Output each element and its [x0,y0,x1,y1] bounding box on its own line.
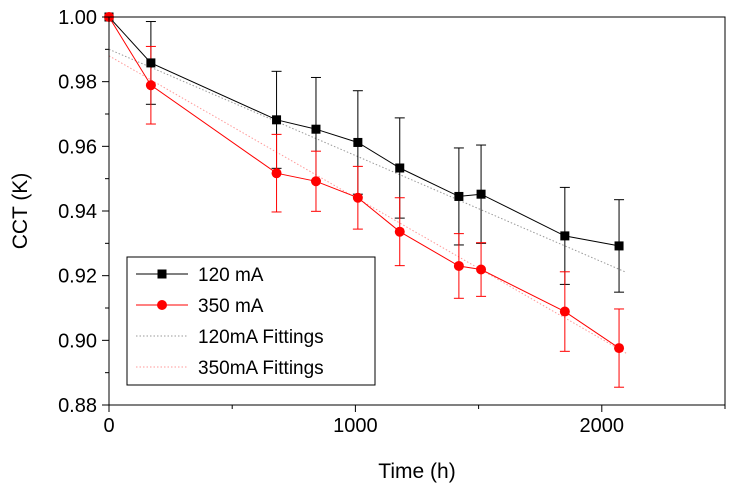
data-point [560,231,570,241]
data-point [454,191,464,201]
legend: 120 mA 350 mA 120mA Fittings 350mA Fittings [126,256,376,386]
series-line [108,16,620,247]
fit-line [108,55,627,354]
data-point [146,58,156,68]
data-point [310,176,321,187]
data-point [395,163,405,173]
data-point [311,124,321,134]
x-tick-label: 0 [103,415,114,437]
y-axis-label: CCT (K) [9,173,32,250]
data-point [394,226,405,237]
data-point [353,137,363,147]
axes: 0 1000 2000 0.88 0.90 0.92 0.94 0.96 0.98 1.00 [58,7,726,437]
data-point [271,168,282,179]
legend-label: 120 mA [198,265,264,286]
legend-marker [157,269,167,279]
y-tick-label: 0.96 [58,136,97,158]
y-tick-label: 0.88 [58,395,97,417]
legend-box [126,256,376,386]
fit-lines [108,48,627,354]
y-tick-label: 1.00 [58,7,97,29]
legend-label: 350 mA [198,296,264,317]
data-point [476,189,486,199]
data-point [614,343,625,354]
x-tick-label: 2000 [580,415,625,437]
y-tick-label: 0.98 [58,72,97,94]
data-point [453,260,464,271]
data-point [352,192,363,203]
data-point [559,306,570,317]
x-tick-label: 1000 [333,415,378,437]
series-lines [108,16,620,349]
legend-label: 350mA Fittings [198,358,324,379]
series-line [108,16,620,349]
y-tick-label: 0.94 [58,201,97,223]
data-point [476,264,487,275]
legend-marker [157,300,167,310]
data-point [272,115,282,125]
legend-label: 120mA Fittings [198,327,324,348]
fit-line [108,48,627,273]
data-point [614,241,624,251]
y-tick-label: 0.90 [58,330,97,352]
data-point [145,80,156,91]
y-tick-label: 0.92 [58,266,97,288]
x-axis-label: Time (h) [378,460,455,483]
